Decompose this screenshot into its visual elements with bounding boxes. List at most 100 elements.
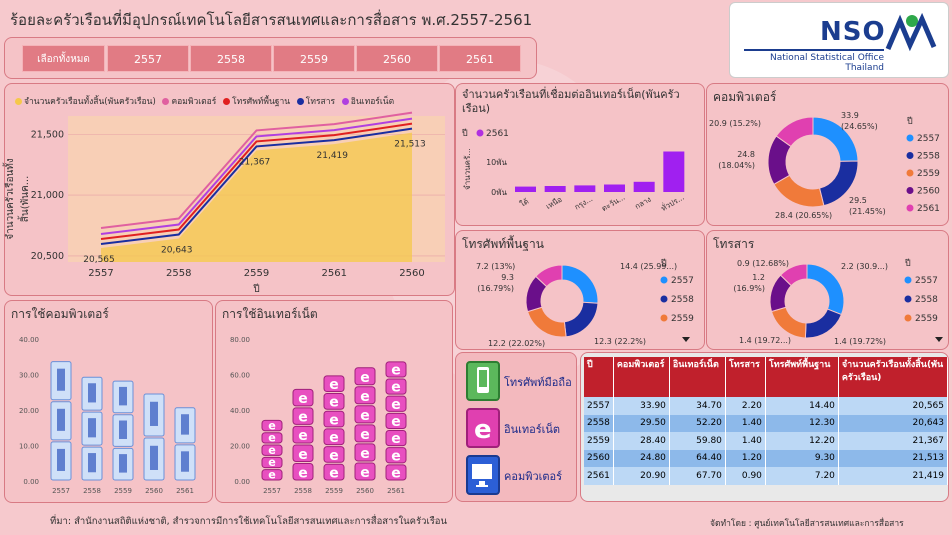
scroll-down-icon (682, 337, 690, 342)
pictogram-device-screen (88, 418, 96, 438)
table-cell: 9.30 (765, 449, 839, 467)
pictogram-ie-letter: e (268, 432, 276, 445)
fax-donut-title: โทรสาร (713, 237, 755, 251)
donut-data-label: 12.2 (22.02%) (488, 339, 545, 348)
pictogram-ie-letter: e (360, 446, 370, 462)
donut-data-label: 24.8 (737, 150, 755, 159)
pictogram-ie-letter: e (298, 465, 308, 481)
logo-line1: National Statistical Office (770, 53, 884, 63)
internet-legend-item[interactable]: e อินเทอร์เน็ต (466, 408, 576, 450)
legend-year: 2557 (915, 276, 938, 286)
y-axis-label: จำนวนครั... (463, 148, 472, 190)
mobile-legend-item[interactable]: โทรศัพท์มือถือ (466, 361, 576, 403)
donut-slice-2559 (770, 306, 807, 339)
table-row[interactable]: 2559 28.40 59.80 1.40 12.20 21,367 (584, 432, 948, 450)
series-line-3 (100, 127, 413, 246)
legend-landline[interactable]: โทรศัพท์พื้นฐาน (232, 97, 291, 107)
series-line-1 (100, 117, 413, 236)
x-tick-label: 2560 (356, 487, 374, 495)
x-tick-label: 2560 (399, 268, 424, 279)
series-line-2 (100, 122, 413, 241)
y-tick-label: 40.00 (19, 336, 39, 344)
legend-year: 2558 (915, 295, 938, 305)
computer-legend-item[interactable]: คอมพิวเตอร์ (466, 455, 576, 497)
table-cell: 12.30 (765, 414, 839, 432)
pictogram-ie (354, 443, 376, 462)
table-cell: 20.90 (613, 467, 670, 485)
series-line-0 (100, 111, 413, 230)
pictogram-ie-letter: e (329, 448, 339, 464)
y-tick-label: 0พัน (491, 188, 507, 197)
legend-dot-2557 (904, 276, 912, 284)
internet-legend-label: อินเทอร์เน็ต (504, 423, 561, 436)
legend-internet[interactable]: อินเทอร์เน็ต (350, 97, 395, 107)
year-button-2560[interactable]: 2560 (356, 45, 438, 72)
pictogram-ie-letter: e (360, 408, 370, 424)
legend-year: 2560 (917, 187, 940, 197)
table-cell: 64.40 (669, 449, 726, 467)
legend-dot-landline (223, 98, 231, 105)
computer-legend-label: คอมพิวเตอร์ (504, 470, 563, 483)
y-tick-label: 80.00 (230, 336, 250, 344)
pictogram-ie-letter: e (360, 370, 370, 386)
landline-donut-panel: โทรศัพท์พื้นฐาน ปี 2557 2558 2559 14.4 (25.9… (455, 230, 705, 350)
internet-explorer-icon: e (466, 408, 500, 448)
legend-year: 2557 (917, 134, 940, 144)
header-internet[interactable]: อินเทอร์เน็ต (669, 357, 726, 397)
table-cell: 59.80 (669, 432, 726, 450)
table-cell: 29.50 (613, 414, 670, 432)
legend-fax[interactable]: โทรสาร (305, 97, 336, 107)
table-row[interactable]: 2561 20.90 67.70 0.90 7.20 21,419 (584, 467, 948, 485)
header-households[interactable]: จำนวนครัวเรือนทั้งสิ้น(พันครัวเรือน) (838, 357, 948, 397)
year-button-2561[interactable]: 2561 (439, 45, 521, 72)
header-year[interactable]: ปี (584, 357, 614, 397)
computer-donut-svg: ปี 2557 2558 2559 2560 2561 33.9 (24.65%) 29.5 (2… (709, 111, 940, 220)
pictogram-ie-letter: e (391, 414, 401, 430)
legend-year: 2559 (671, 314, 694, 324)
pictogram-ie (261, 469, 283, 481)
pictogram-ie (292, 444, 314, 462)
legend-year: 2558 (671, 295, 694, 305)
pictogram-device-screen (88, 383, 96, 403)
pictogram-ie (385, 429, 407, 447)
header-fax[interactable]: โทรสาร (725, 357, 766, 397)
donut-data-label: 7.2 (13%) (476, 262, 515, 271)
donut-data-label: 28.4 (20.65%) (775, 211, 832, 220)
legend-dot-internet (341, 98, 349, 105)
pictogram-device-screen (119, 420, 127, 439)
pictogram-ie-letter: e (298, 447, 308, 463)
year-button-2558[interactable]: 2558 (190, 45, 272, 72)
logo-subtitle: National Statistical Office Thailand (744, 53, 884, 73)
legend-computer[interactable]: คอมพิวเตอร์ (171, 97, 217, 107)
header-computer[interactable]: คอมพิวเตอร์ (613, 357, 670, 397)
logo-divider (744, 49, 884, 51)
legend-dot-2558 (904, 295, 912, 303)
fax-donut-panel: โทรสาร ปี 2557 2558 2559 2.2 (30.9...) 1.4 (1… (706, 230, 949, 350)
household-line-chart: จำนวนครัวเรือนทั้งสิ้น(พันครัวเรือน) คอม… (4, 83, 455, 296)
year-filter: เลือกทั้งหมด 2557 2558 2559 2560 2561 (4, 37, 537, 79)
donut-data-label: 20.9 (15.2%) (709, 119, 761, 128)
x-tick-label: 2561 (387, 487, 405, 495)
table-cell: 2557 (584, 397, 614, 415)
pictogram-ie-letter: e (360, 465, 370, 481)
table-cell: 67.70 (669, 467, 726, 485)
pictogram-device-screen (150, 445, 158, 470)
year-button-all[interactable]: เลือกทั้งหมด (22, 45, 105, 72)
legend-households[interactable]: จำนวนครัวเรือนทั้งสิ้น(พันครัวเรือน) (24, 97, 156, 107)
year-button-2557[interactable]: 2557 (107, 45, 189, 72)
pictogram-ie (261, 456, 283, 469)
table-row[interactable]: 2557 33.90 34.70 2.20 14.40 20,565 (584, 397, 948, 415)
pictogram-ie (323, 463, 345, 481)
year-button-2559[interactable]: 2559 (273, 45, 355, 72)
donut-slice-2561 (535, 264, 563, 288)
table-row[interactable]: 2560 24.80 64.40 1.20 9.30 21,513 (584, 449, 948, 467)
header-landline[interactable]: โทรศัพท์พื้นฐาน (765, 357, 839, 397)
x-tick-label: 2559 (325, 487, 343, 495)
table-row[interactable]: 2558 29.50 52.20 1.40 12.30 20,643 (584, 414, 948, 432)
donut-data-label: (24.65%) (841, 122, 878, 131)
computer-donut-panel: คอมพิวเตอร์ ปี 2557 2558 2559 2560 2561 33.9 (2… (706, 83, 949, 226)
credit-footer: จัดทำโดย : ศูนย์เทคโนโลยีสารสนเทศและการส… (710, 519, 904, 529)
mobile-legend-label: โทรศัพท์มือถือ (504, 376, 572, 389)
pictogram-device-screen (119, 386, 127, 406)
legend-dot-2558 (906, 152, 914, 159)
